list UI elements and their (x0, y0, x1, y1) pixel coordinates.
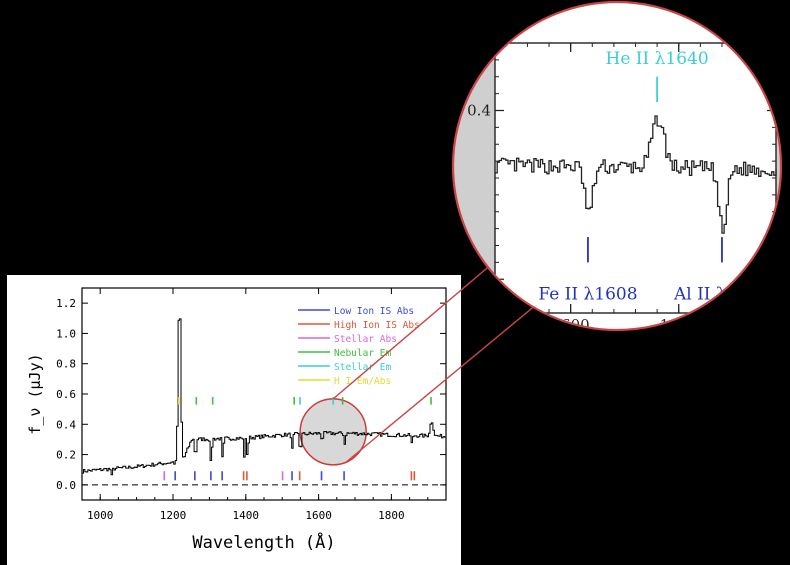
y-tick-label: 0.2 (56, 449, 76, 462)
zoom-spectrum-line (495, 115, 777, 234)
x-tick-label: 1200 (160, 509, 187, 522)
y-axis-label: f_ν (μJy) (26, 353, 44, 434)
zoom-right-gray (776, 2, 781, 330)
x-tick-label: 1000 (87, 509, 114, 522)
y-tick-label: 0.0 (56, 479, 76, 492)
x-tick-label: 1400 (233, 509, 260, 522)
legend-label: H I Em/Abs (334, 376, 391, 387)
zoom-line-label: He II λ1640 (606, 49, 709, 69)
main-chart: 1000 1200 1400 1600 1800 0.0 0.2 0.4 0.6 0.8 1.0 1… (26, 287, 447, 553)
legend-label: Low Ion IS Abs (334, 306, 414, 317)
y-tick-label: 0.6 (56, 388, 76, 401)
y-tick-label: 0.4 (56, 418, 76, 431)
x-axis-label: Wavelength (Å) (192, 531, 335, 553)
y-tick-label: 0.8 (56, 358, 76, 371)
y-tick-label: 1.2 (56, 297, 76, 310)
zoom-plot-frame (494, 42, 777, 314)
main-panel (7, 275, 461, 565)
zoom-y-tick-label: 0.4 (467, 102, 491, 120)
connector-line-lower (344, 284, 561, 464)
legend-label: Nebular Em (334, 348, 391, 359)
legend-label: Stellar Em (334, 362, 391, 373)
spectrum-line (82, 318, 447, 476)
zoom-circle-border (451, 0, 783, 332)
x-tick-label: 1800 (378, 509, 405, 522)
x-tick-label: 1600 (305, 509, 332, 522)
legend-label: High Ion IS Abs (334, 320, 420, 331)
y-tick-label: 1.0 (56, 327, 76, 340)
zoom-line-label: Fe II λ1608 (538, 285, 637, 305)
legend-label: Stellar Abs (334, 334, 397, 345)
